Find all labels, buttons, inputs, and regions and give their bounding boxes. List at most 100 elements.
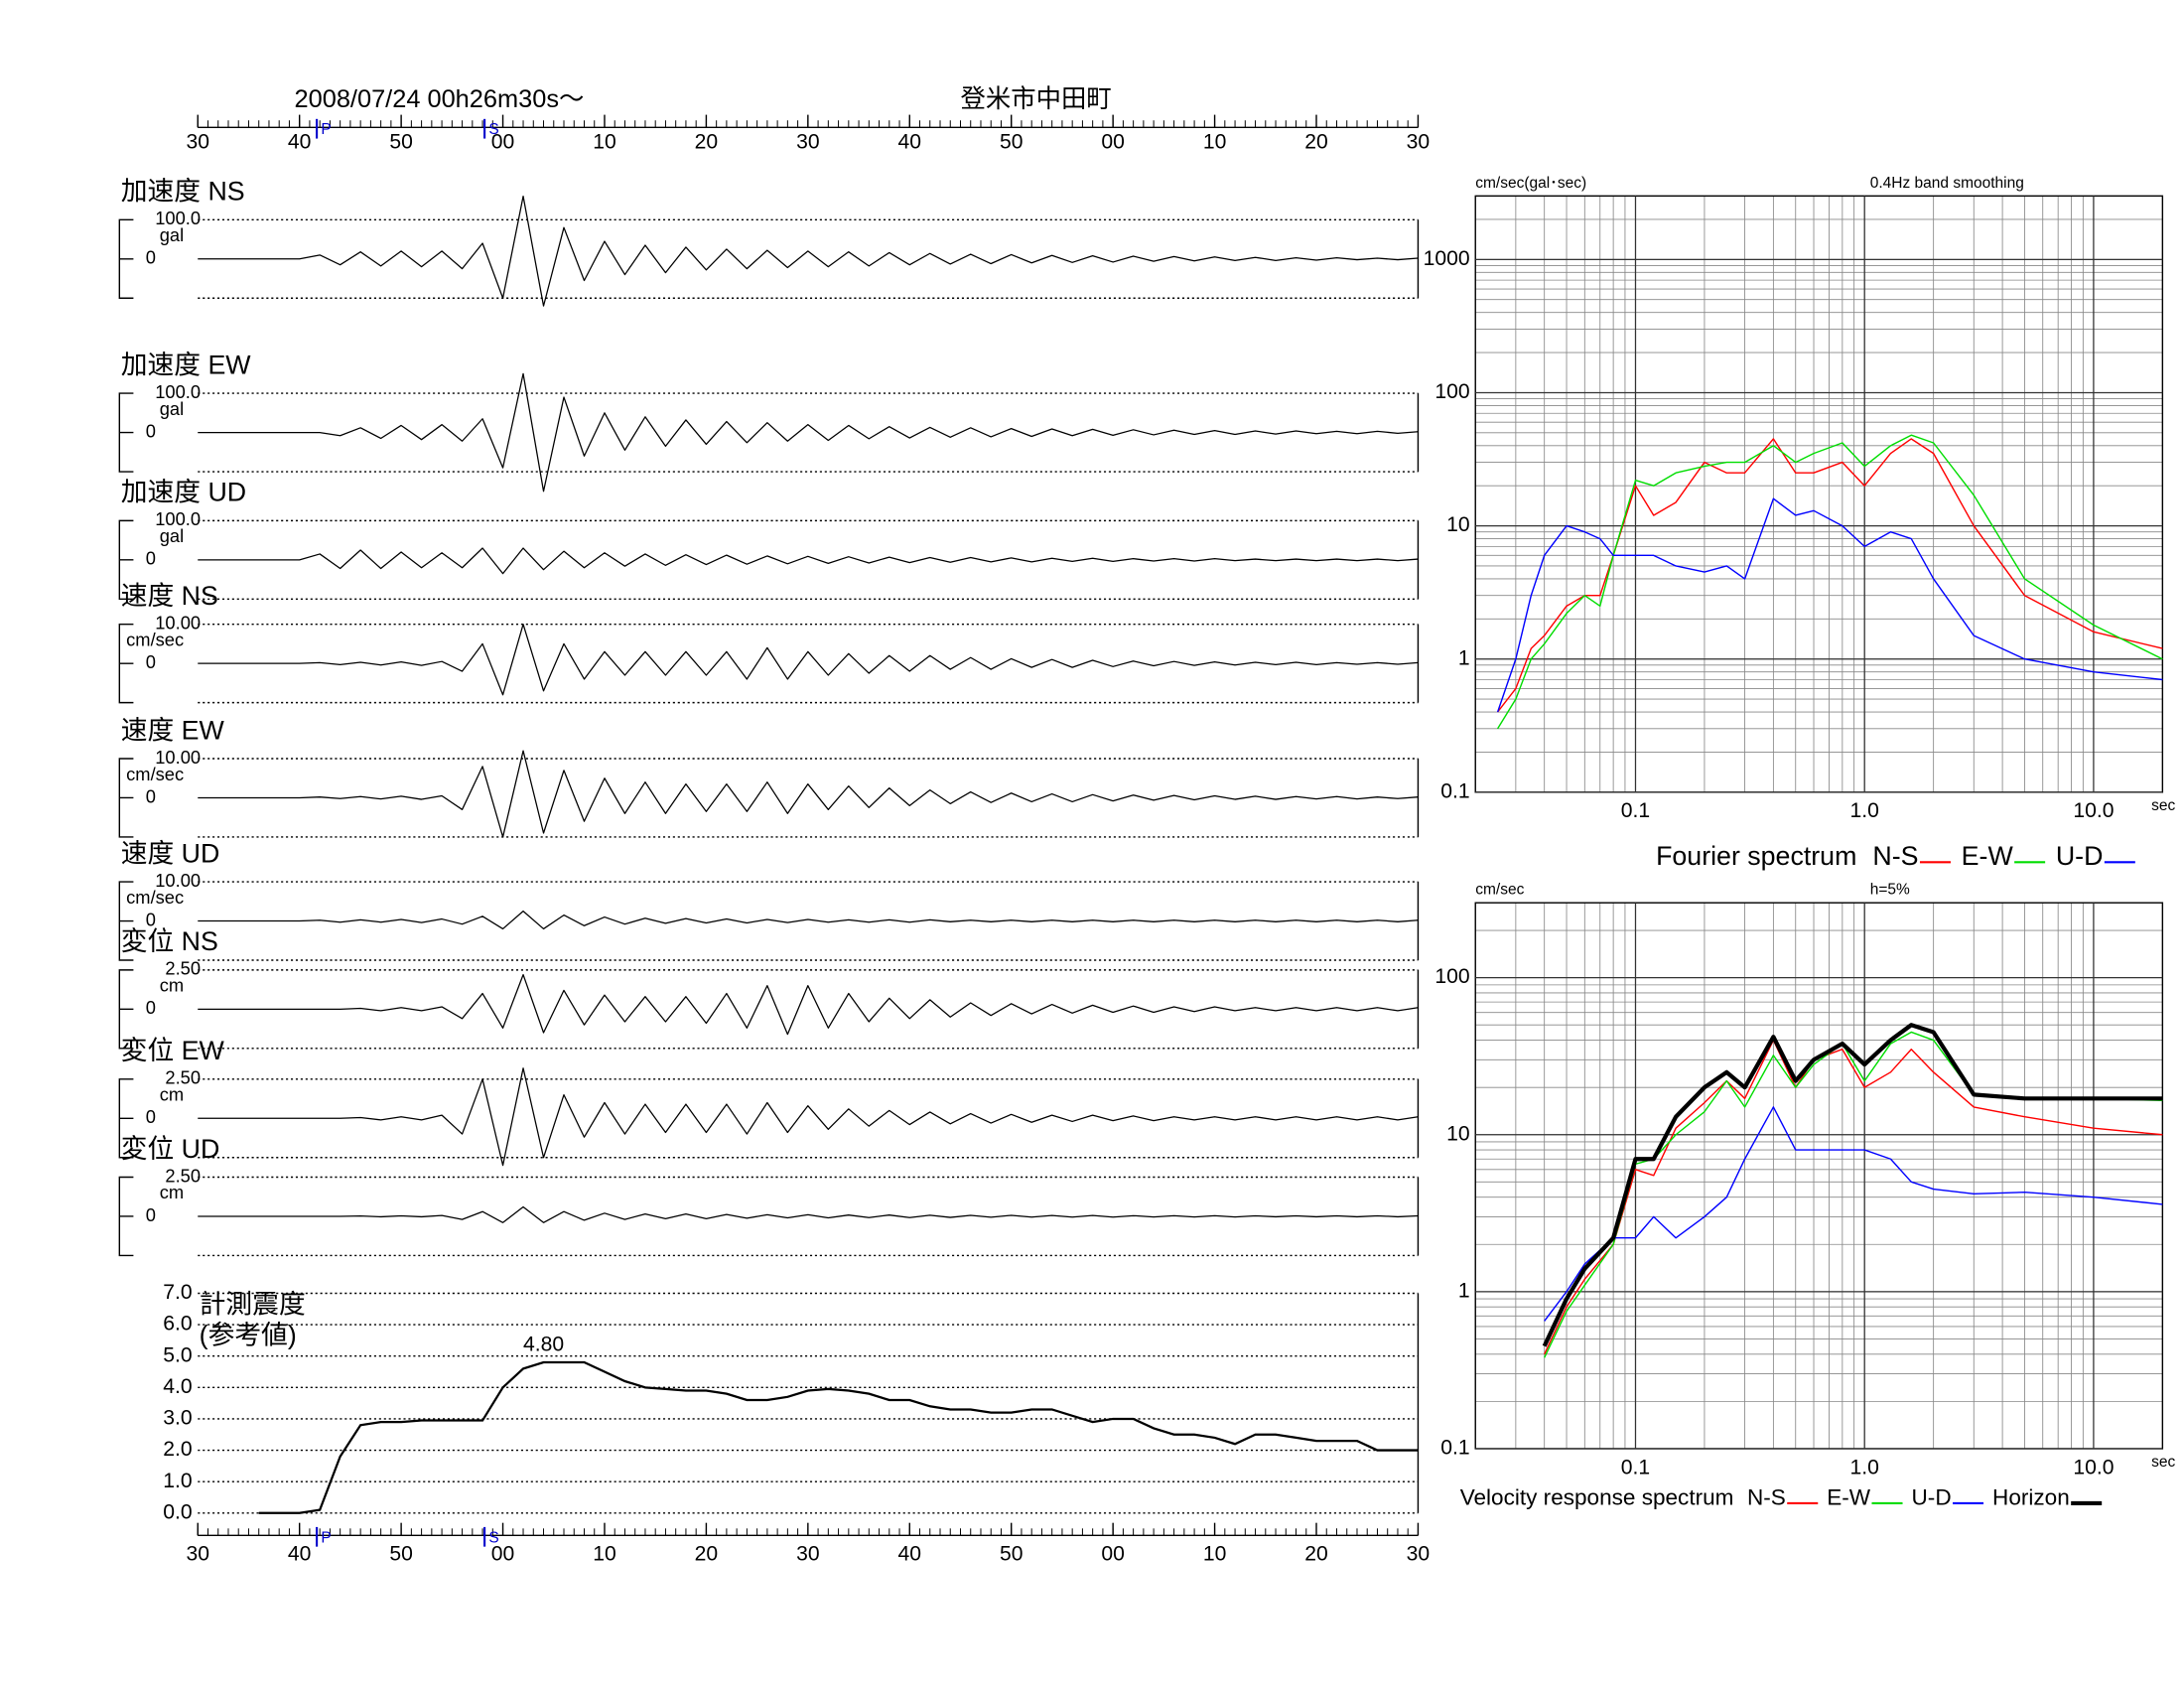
panel-title: 速度 NS <box>121 581 218 611</box>
unit-label: cm/sec <box>126 764 184 784</box>
y-tick-label: 10 <box>1446 513 1469 536</box>
y-tick-label: 10.00 <box>155 747 201 768</box>
y-tick-label: 3.0 <box>163 1407 192 1430</box>
x-tick-label: 30 <box>187 1543 209 1566</box>
axis-bracket <box>118 623 134 704</box>
legend-label: Horizon <box>1992 1485 2070 1510</box>
y-tick-label: 0.1 <box>1440 779 1469 802</box>
x-tick-label: 10 <box>593 130 616 153</box>
y-tick-label: 0.1 <box>1440 1437 1469 1460</box>
intensity-line <box>258 1360 1419 1514</box>
x-tick-label: 00 <box>491 1543 515 1566</box>
x-tick-label: 50 <box>1000 130 1024 153</box>
max-label: 4.80 <box>523 1334 564 1356</box>
x-tick-label: 10 <box>1203 130 1227 153</box>
waveform-trace <box>198 911 1419 930</box>
unit-label: cm/sec(gal･sec) <box>1475 175 1586 192</box>
plot-frame <box>1474 195 2164 793</box>
x-tick-label: 40 <box>898 130 922 153</box>
x-tick-label: 1.0 <box>1850 1456 1879 1478</box>
x-tick-label: 00 <box>1101 1543 1125 1566</box>
legend-label: E-W <box>1827 1485 1871 1510</box>
y-tick-label: 1000 <box>1424 247 1470 270</box>
x-tick-label: 10 <box>1203 1543 1227 1566</box>
legend-label: N-S <box>1872 841 1918 871</box>
x-tick-label: 50 <box>389 130 412 153</box>
y-tick-label: 10 <box>1446 1122 1469 1145</box>
spectrum-line <box>1497 438 2163 713</box>
annotation: 0.4Hz band smoothing <box>1870 175 2024 192</box>
x-tick-label: 00 <box>1101 130 1125 153</box>
axis-bracket <box>118 881 134 961</box>
unit-label: cm/sec <box>126 887 184 908</box>
y-tick-label: 0 <box>146 1106 156 1127</box>
axis-bracket <box>118 1078 134 1159</box>
axis-bracket <box>118 758 134 838</box>
y-tick-label: 4.0 <box>163 1375 192 1398</box>
unit-label: gal <box>160 525 184 546</box>
y-tick-label: 10.00 <box>155 870 201 891</box>
y-tick-label: 0 <box>146 909 156 929</box>
legend-title: Velocity response spectrum <box>1460 1485 1734 1510</box>
x-tick-label: 20 <box>1304 130 1328 153</box>
waveform-trace <box>198 547 1419 575</box>
x-tick-label: 30 <box>187 130 209 153</box>
y-tick-label: 5.0 <box>163 1343 192 1366</box>
panel-title: 変位 EW <box>121 1036 225 1065</box>
x-tick-label: 50 <box>389 1543 412 1566</box>
y-tick-label: 0 <box>146 785 156 806</box>
spectrum-line <box>1544 1106 2163 1322</box>
unit-label: cm/sec <box>1475 882 1524 899</box>
x-tick-label: 10.0 <box>2073 799 2114 822</box>
waveform-trace <box>198 195 1419 307</box>
x-tick-label: 30 <box>1407 1543 1431 1566</box>
spectrum-line <box>1496 497 2163 713</box>
spectrum-line <box>1544 1039 2163 1355</box>
panel-title: 速度 EW <box>121 715 225 745</box>
unit-label: cm <box>160 1182 184 1202</box>
x-tick-label: 10.0 <box>2073 1456 2114 1478</box>
phase-label: S <box>488 1529 498 1546</box>
unit-label: cm <box>160 975 184 996</box>
y-tick-label: 1.0 <box>163 1470 192 1492</box>
legend-label: U-D <box>2056 841 2104 871</box>
annotation: h=5% <box>1870 882 1910 899</box>
y-tick-label: 100.0 <box>155 381 201 402</box>
x-axis-label: sec <box>2151 1454 2175 1471</box>
axis-bracket <box>118 1176 134 1257</box>
y-tick-label: 0.0 <box>163 1500 192 1523</box>
x-axis-label: sec <box>2151 797 2175 814</box>
y-tick-label: 0 <box>146 548 156 569</box>
x-tick-label: 40 <box>288 130 312 153</box>
panel-title: 変位 NS <box>121 926 218 956</box>
y-tick-label: 0 <box>146 247 156 268</box>
unit-label: gal <box>160 398 184 419</box>
axis-bracket <box>118 392 134 473</box>
x-tick-label: 20 <box>695 130 719 153</box>
y-tick-label: 10.00 <box>155 613 201 633</box>
unit-label: gal <box>160 224 184 245</box>
y-tick-label: 100.0 <box>155 508 201 529</box>
phase-label: S <box>488 121 498 138</box>
legend-label: N-S <box>1747 1485 1786 1510</box>
waveform-trace <box>198 624 1419 696</box>
y-tick-label: 6.0 <box>163 1313 192 1336</box>
x-tick-label: 0.1 <box>1621 1456 1650 1478</box>
legend-label: E-W <box>1962 841 2014 871</box>
phase-label: P <box>321 121 331 138</box>
y-tick-label: 100.0 <box>155 208 201 228</box>
y-tick-label: 100 <box>1434 380 1469 403</box>
y-tick-label: 1 <box>1458 646 1470 669</box>
axis-bracket <box>118 218 134 299</box>
y-tick-label: 2.50 <box>165 958 201 979</box>
y-tick-label: 0 <box>146 420 156 441</box>
y-tick-label: 100 <box>1434 965 1469 988</box>
datetime: 2008/07/24 00h26m30s～ <box>295 85 585 113</box>
y-tick-label: 0 <box>146 997 156 1018</box>
station: 登米市中田町 <box>961 85 1112 113</box>
axis-bracket <box>118 969 134 1050</box>
panel-title: 加速度 EW <box>121 350 252 379</box>
y-tick-label: 2.50 <box>165 1165 201 1186</box>
panel-title: 計測震度 <box>200 1289 306 1319</box>
